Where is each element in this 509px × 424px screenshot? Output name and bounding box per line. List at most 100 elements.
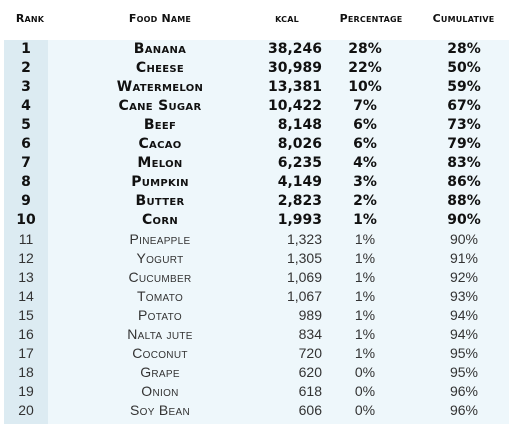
table-row: 11 Pineapple 1,323 1% 90% bbox=[0, 230, 509, 249]
cumulative-cell: 95% bbox=[449, 364, 479, 380]
kcal-cell: 8,026 bbox=[277, 136, 322, 152]
table-row: 19 Onion 618 0% 96% bbox=[0, 382, 509, 401]
food-name-cell: Grape bbox=[140, 364, 180, 380]
food-name-cell: Cacao bbox=[138, 136, 182, 152]
percentage-cell: 0% bbox=[354, 402, 376, 418]
food-name-cell: Nalta jute bbox=[127, 326, 193, 342]
kcal-cell: 989 bbox=[298, 307, 322, 323]
table-row: 7 Melon 6,235 4% 83% bbox=[0, 154, 509, 173]
table-rows: 1 Banana 38,246 28% 28% 2 Cheese 30,989 … bbox=[0, 40, 509, 420]
rank-cell: 16 bbox=[18, 326, 34, 342]
rank-cell: 12 bbox=[18, 250, 34, 266]
table-row: 6 Cacao 8,026 6% 79% bbox=[0, 135, 509, 154]
kcal-cell: 620 bbox=[298, 364, 322, 380]
table-row: 4 Cane Sugar 10,422 7% 67% bbox=[0, 97, 509, 116]
percentage-cell: 3% bbox=[353, 174, 377, 190]
rank-column-background bbox=[4, 40, 48, 424]
food-name-cell: Corn bbox=[141, 212, 179, 228]
rank-cell: 18 bbox=[18, 364, 34, 380]
percentage-cell: 1% bbox=[354, 231, 376, 247]
rank-cell: 3 bbox=[21, 79, 31, 95]
food-name-cell: Melon bbox=[137, 155, 183, 171]
food-name-cell: Cane Sugar bbox=[118, 98, 202, 114]
cumulative-cell: 83% bbox=[447, 155, 481, 171]
percentage-cell: 1% bbox=[354, 345, 376, 361]
rank-cell: 11 bbox=[18, 231, 34, 247]
kcal-cell: 606 bbox=[298, 402, 322, 418]
cumulative-cell: 92% bbox=[449, 269, 479, 285]
percentage-cell: 1% bbox=[354, 269, 376, 285]
kcal-cell: 1,069 bbox=[286, 269, 322, 285]
rank-cell: 8 bbox=[21, 174, 31, 190]
rank-cell: 14 bbox=[18, 288, 34, 304]
kcal-cell: 4,149 bbox=[277, 174, 322, 190]
cumulative-cell: 59% bbox=[447, 79, 481, 95]
rank-cell: 19 bbox=[18, 383, 34, 399]
food-name-cell: Potato bbox=[138, 307, 182, 323]
kcal-cell: 720 bbox=[298, 345, 322, 361]
header-cumulative: Cumulative bbox=[432, 12, 495, 25]
kcal-cell: 1,305 bbox=[286, 250, 322, 266]
cumulative-cell: 91% bbox=[449, 250, 479, 266]
table-row: 2 Cheese 30,989 22% 50% bbox=[0, 59, 509, 78]
cumulative-cell: 28% bbox=[447, 41, 481, 57]
table-row: 3 Watermelon 13,381 10% 59% bbox=[0, 78, 509, 97]
table-row: 12 Yogurt 1,305 1% 91% bbox=[0, 249, 509, 268]
table-body-background bbox=[48, 40, 509, 424]
table-header: Rank Food Name kcal Percentage Cumulativ… bbox=[0, 0, 509, 40]
kcal-cell: 1,323 bbox=[286, 231, 322, 247]
table-row: 14 Tomato 1,067 1% 93% bbox=[0, 287, 509, 306]
kcal-cell: 618 bbox=[298, 383, 322, 399]
table-row: 8 Pumpkin 4,149 3% 86% bbox=[0, 173, 509, 192]
table-row: 18 Grape 620 0% 95% bbox=[0, 363, 509, 382]
percentage-cell: 6% bbox=[353, 117, 377, 133]
cumulative-cell: 50% bbox=[447, 60, 481, 76]
table-row: 16 Nalta jute 834 1% 94% bbox=[0, 325, 509, 344]
cumulative-cell: 94% bbox=[449, 326, 479, 342]
kcal-cell: 6,235 bbox=[277, 155, 322, 171]
kcal-cell: 2,823 bbox=[277, 193, 322, 209]
table-row: 13 Cucumber 1,069 1% 92% bbox=[0, 268, 509, 287]
food-name-cell: Watermelon bbox=[116, 79, 204, 95]
kcal-cell: 8,148 bbox=[277, 117, 322, 133]
kcal-cell: 1,993 bbox=[277, 212, 322, 228]
table-row: 9 Butter 2,823 2% 88% bbox=[0, 192, 509, 211]
cumulative-cell: 95% bbox=[449, 345, 479, 361]
rank-cell: 13 bbox=[18, 269, 34, 285]
food-name-cell: Coconut bbox=[132, 345, 188, 361]
header-food-name: Food Name bbox=[128, 12, 192, 25]
cumulative-cell: 96% bbox=[449, 402, 479, 418]
kcal-cell: 10,422 bbox=[267, 98, 322, 114]
percentage-cell: 28% bbox=[348, 41, 382, 57]
food-name-cell: Pineapple bbox=[129, 231, 191, 247]
percentage-cell: 1% bbox=[354, 288, 376, 304]
cumulative-cell: 67% bbox=[447, 98, 481, 114]
table-row: 10 Corn 1,993 1% 90% bbox=[0, 211, 509, 230]
cumulative-cell: 94% bbox=[449, 307, 479, 323]
food-name-cell: Yogurt bbox=[136, 250, 184, 266]
percentage-cell: 22% bbox=[348, 60, 382, 76]
food-name-cell: Butter bbox=[135, 193, 185, 209]
food-name-cell: Cucumber bbox=[128, 269, 192, 285]
table-row: 17 Coconut 720 1% 95% bbox=[0, 344, 509, 363]
cumulative-cell: 93% bbox=[449, 288, 479, 304]
rank-cell: 15 bbox=[18, 307, 34, 323]
rank-cell: 9 bbox=[21, 193, 31, 209]
food-name-cell: Pumpkin bbox=[131, 174, 189, 190]
percentage-cell: 4% bbox=[353, 155, 377, 171]
rank-cell: 2 bbox=[21, 60, 31, 76]
rank-cell: 17 bbox=[18, 345, 34, 361]
food-name-cell: Soy Bean bbox=[130, 402, 190, 418]
percentage-cell: 1% bbox=[354, 326, 376, 342]
rank-cell: 4 bbox=[21, 98, 31, 114]
rank-cell: 5 bbox=[21, 117, 31, 133]
header-kcal: kcal bbox=[275, 12, 299, 25]
cumulative-cell: 79% bbox=[447, 136, 481, 152]
percentage-cell: 1% bbox=[353, 212, 377, 228]
percentage-cell: 1% bbox=[354, 307, 376, 323]
food-name-cell: Cheese bbox=[135, 60, 185, 76]
food-name-cell: Onion bbox=[141, 383, 179, 399]
percentage-cell: 1% bbox=[354, 250, 376, 266]
percentage-cell: 7% bbox=[353, 98, 377, 114]
